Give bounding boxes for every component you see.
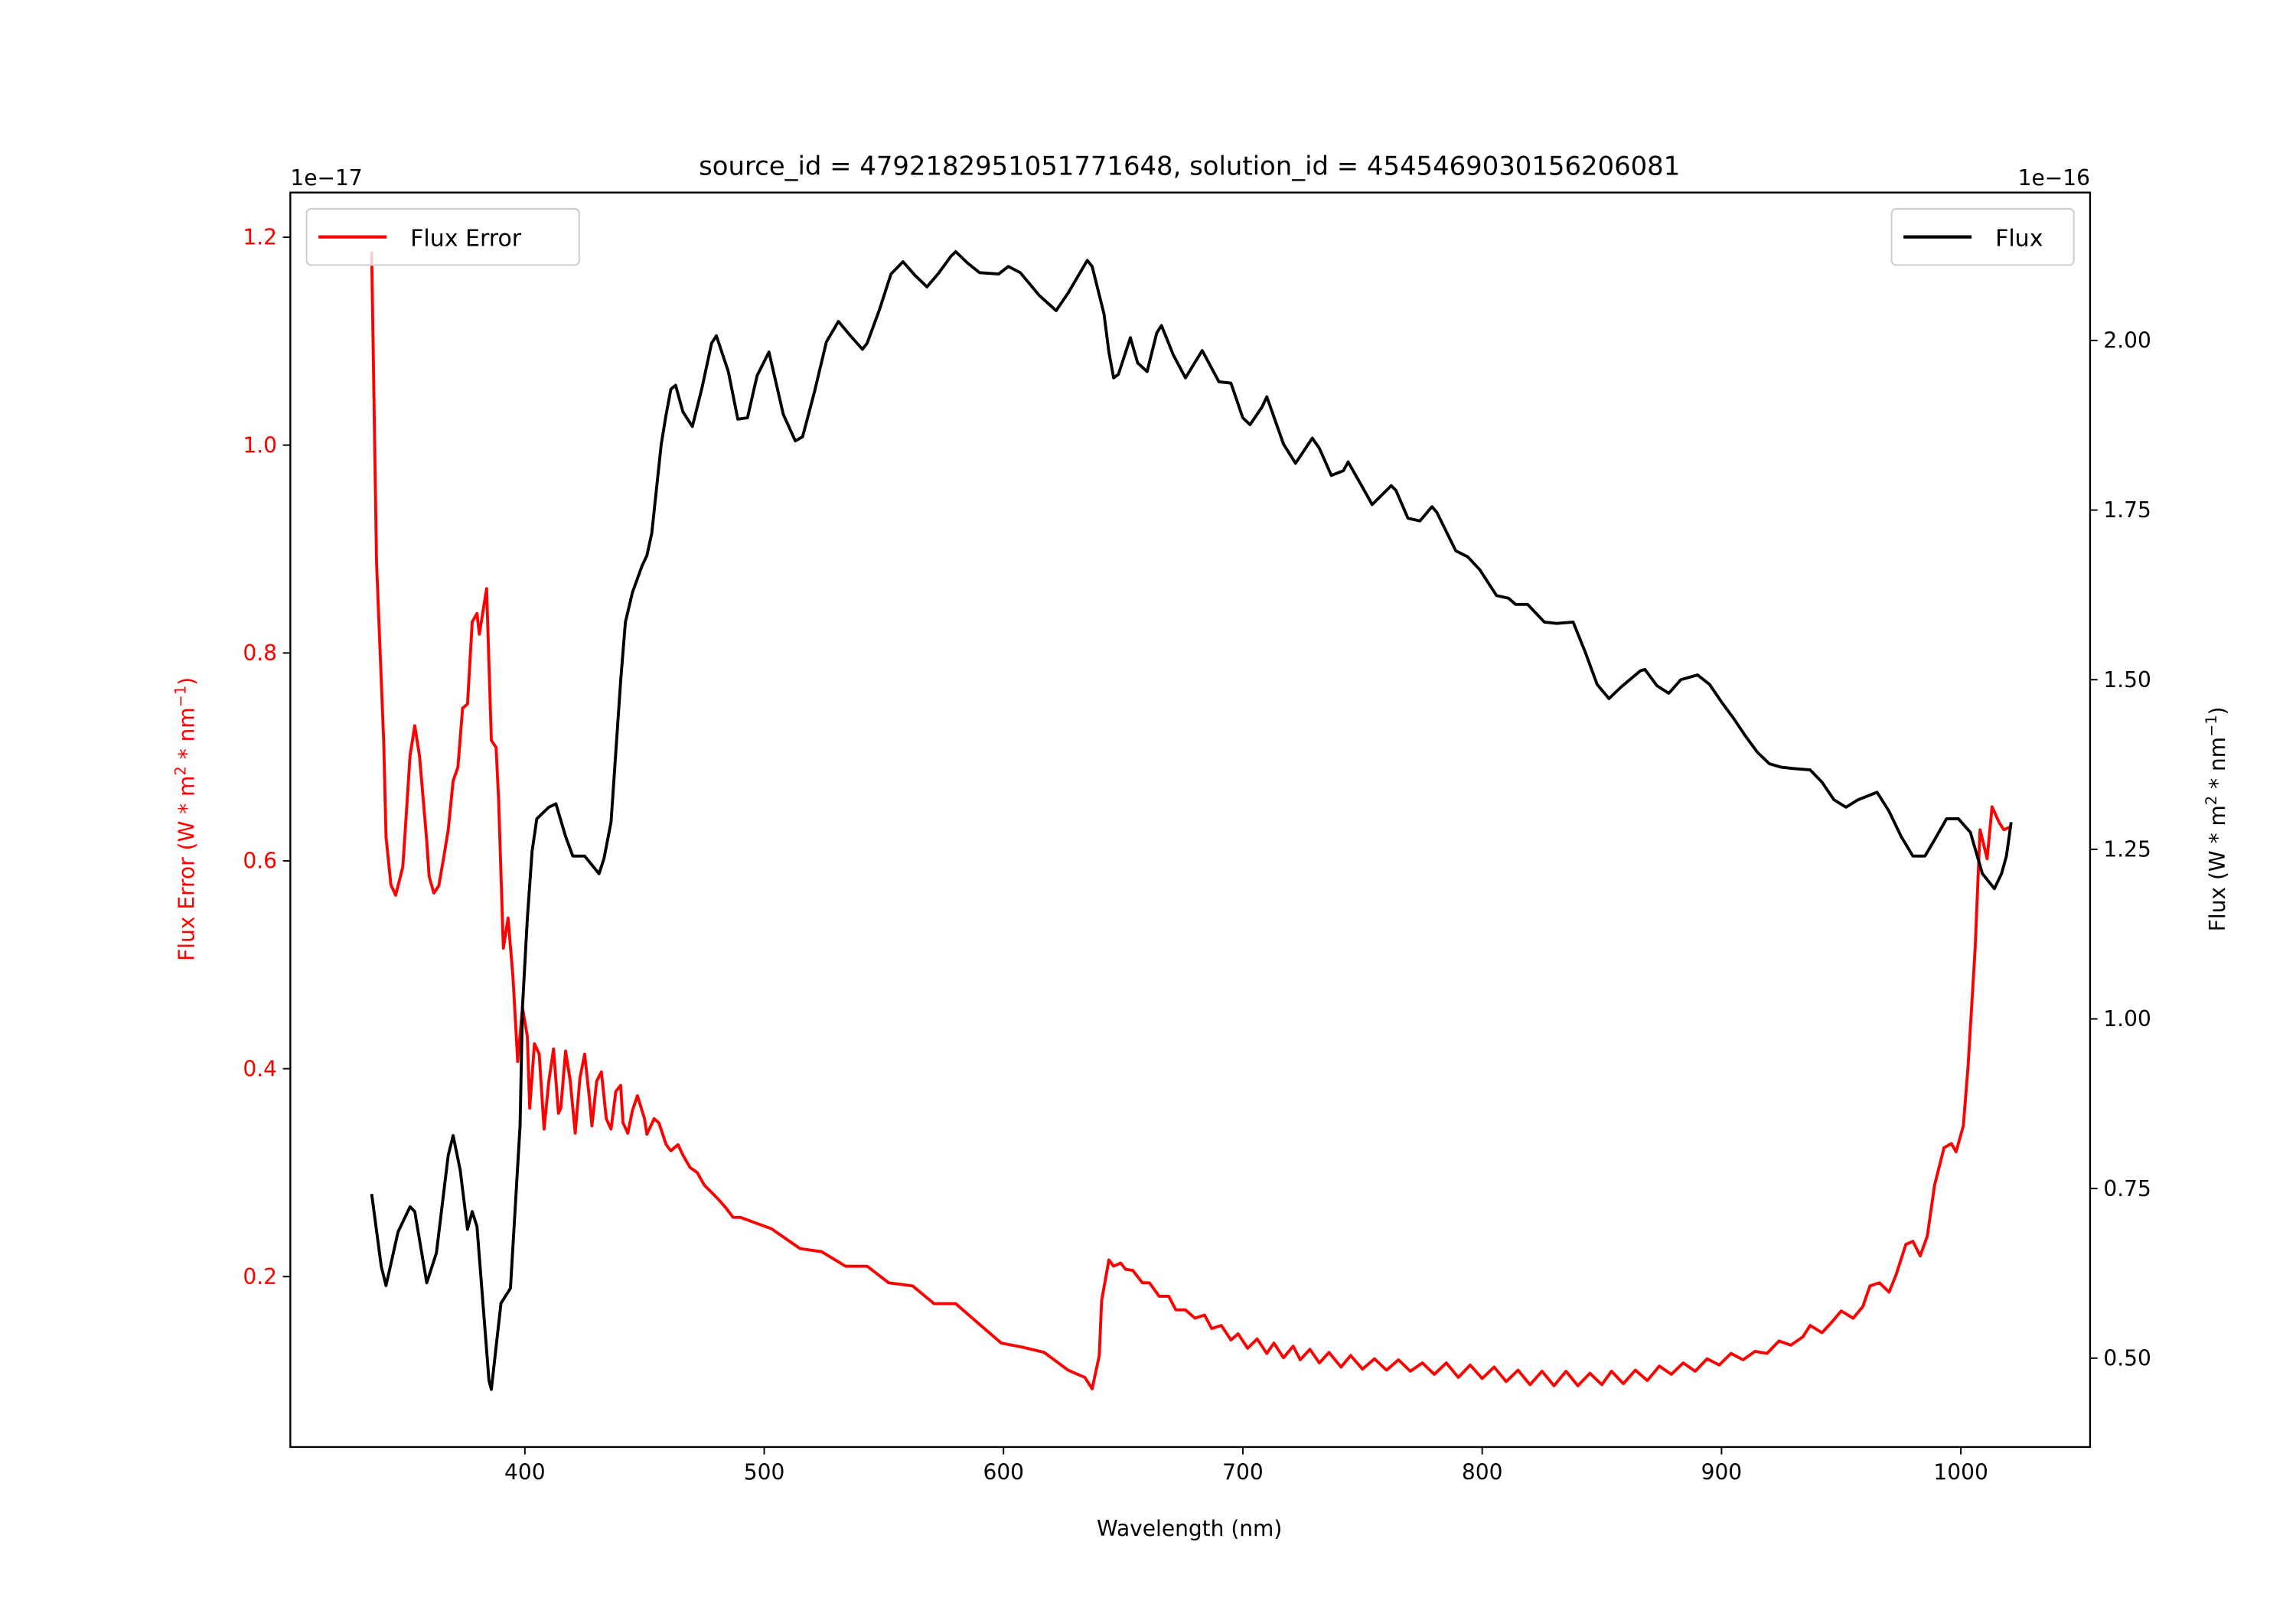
label-text: ) (174, 677, 200, 686)
chart-title: source_id = 4792182951051771648, solutio… (699, 151, 1680, 181)
legend-label: Flux (1995, 225, 2043, 252)
left-y-tick-label: 0.2 (243, 1264, 277, 1289)
label-text: Flux (W * m (2205, 805, 2230, 931)
plot-area: 400 500 600 700 800 900 1000 0.2 0.4 0.6 0.8 1.0 1.2… (243, 191, 2151, 1485)
right-y-tick-label: 1.25 (2103, 837, 2151, 862)
x-tick-label: 500 (744, 1460, 785, 1485)
left-y-tick-label: 1.0 (243, 432, 277, 458)
x-tick-label: 400 (504, 1460, 546, 1485)
label-text: ) (2205, 706, 2230, 715)
right-y-tick-label: 0.50 (2103, 1345, 2151, 1371)
right-y-tick-label: 0.75 (2103, 1176, 2151, 1201)
label-text: Flux Error (W * m (174, 776, 200, 961)
legend-label: Flux Error (410, 225, 522, 252)
legend-box (1890, 207, 2075, 266)
left-y-axis-label: Flux Error (W * m2 * nm−1) (171, 677, 200, 961)
series-line-flux (370, 249, 2013, 1391)
legend-box (305, 207, 580, 266)
label-superscript: 2 (2203, 796, 2220, 805)
left-y-tick-label: 1.2 (243, 225, 277, 250)
left-y-tick-label: 0.4 (243, 1056, 277, 1081)
x-tick-label: 1000 (1933, 1460, 1988, 1485)
label-text: * nm (174, 707, 200, 766)
left-y-tick-label: 0.6 (243, 849, 277, 874)
right-y-tick-label: 1.50 (2103, 667, 2151, 693)
right-y-axis-label: Flux (W * m2 * nm−1) (2203, 706, 2231, 931)
right-y-tick-label: 1.75 (2103, 497, 2151, 523)
right-y-tick-label: 2.00 (2103, 328, 2151, 354)
series-line-flux-error (370, 252, 2012, 1390)
x-tick-label: 800 (1462, 1460, 1503, 1485)
left-offset-text: 1e−17 (290, 165, 362, 191)
x-tick-label: 700 (1222, 1460, 1264, 1485)
label-superscript: −1 (171, 686, 189, 708)
left-y-tick-label: 0.8 (243, 641, 277, 666)
x-tick-label: 900 (1701, 1460, 1743, 1485)
x-tick-label: 600 (983, 1460, 1024, 1485)
label-superscript: −1 (2203, 715, 2220, 737)
label-text: * nm (2205, 737, 2230, 796)
x-axis-label: Wavelength (nm) (1097, 1516, 1282, 1541)
legend-flux: Flux (1890, 207, 2075, 266)
right-y-tick-label: 1.00 (2103, 1006, 2151, 1032)
legend-flux-error: Flux Error (305, 207, 580, 266)
right-offset-text: 1e−16 (2018, 165, 2090, 191)
axes-frame (289, 191, 2092, 1449)
label-superscript: 2 (171, 766, 189, 775)
